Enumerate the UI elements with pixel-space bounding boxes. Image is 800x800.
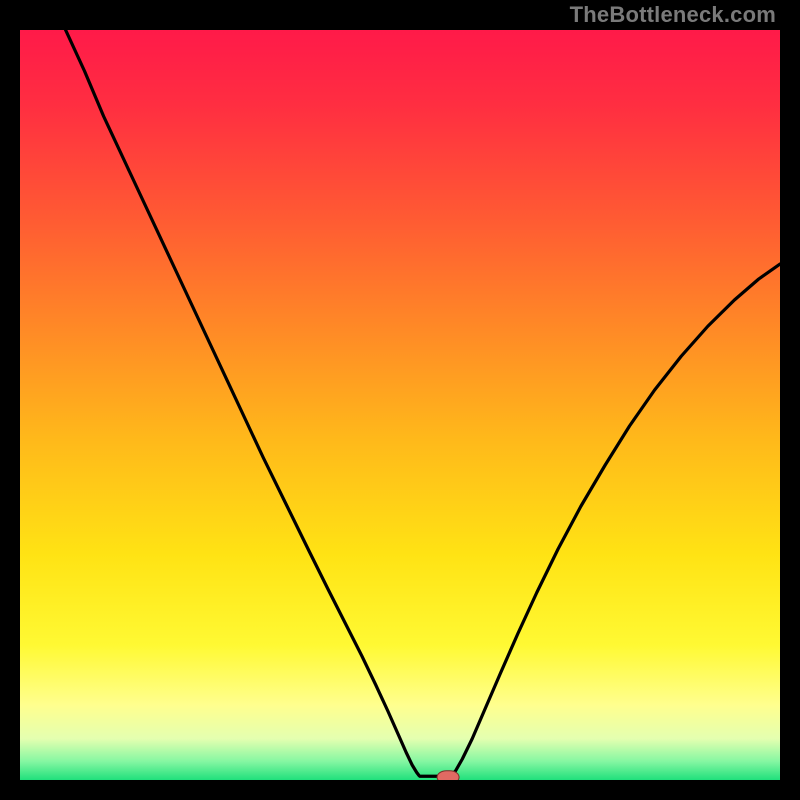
plot-area (20, 30, 780, 780)
minimum-marker (436, 770, 459, 780)
curve-svg (20, 30, 780, 780)
watermark-text: TheBottleneck.com (570, 2, 776, 28)
chart-frame: TheBottleneck.com (0, 0, 800, 800)
bottleneck-curve (66, 30, 780, 776)
